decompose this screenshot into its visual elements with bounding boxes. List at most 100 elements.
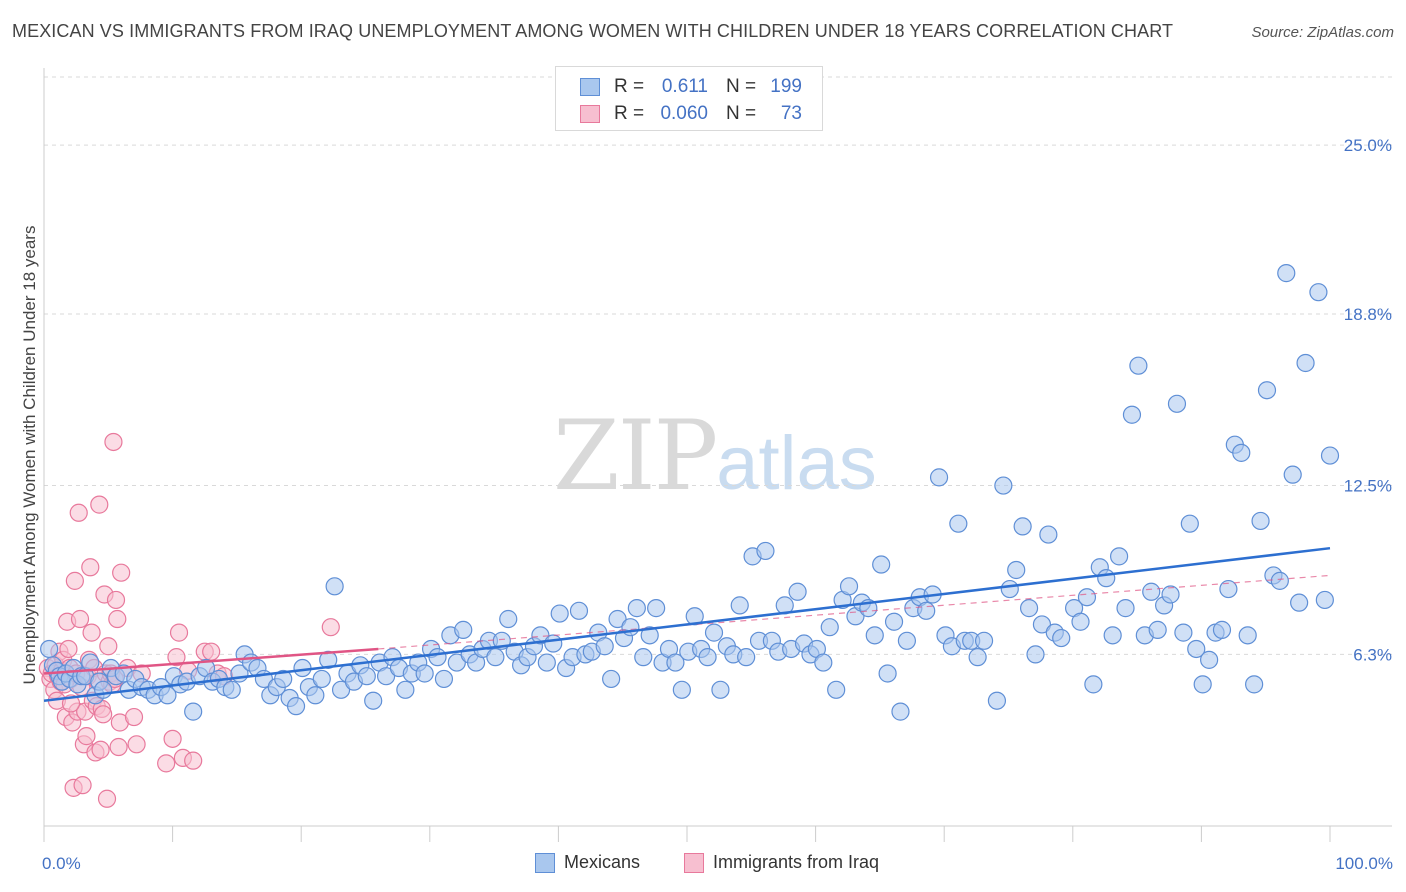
iraq-point [108,609,127,629]
mexicans-point [1257,381,1277,400]
mexicans-label: Mexicans [564,852,641,872]
mexicans-point [1007,560,1026,580]
y-tick-label: 6.3% [1353,645,1392,664]
mexicans-point [1200,650,1219,669]
tick-labels: 6.3% 12.5% 18.8% 25.0% 0.0% 100.0% [42,136,1393,873]
mexicans-points [40,264,1340,721]
mexicans-point [569,601,589,620]
mexicans-point [994,476,1013,495]
mexicans-point [1019,599,1039,618]
legend-r-value: 0.611 [661,76,708,97]
mexicans-point [376,667,396,686]
mexicans-point [647,599,666,618]
mexicans-point [1097,569,1116,588]
mexicans-point [891,702,910,721]
mexicans-point [1142,582,1161,601]
mexicans-point [1052,628,1071,648]
mexicans-point [827,680,846,699]
mexicans-point [1161,585,1180,604]
mexicans-point [929,468,949,487]
iraq-trend-extension [378,574,1331,650]
mexicans-point [666,653,685,672]
mexicans-point [1283,465,1302,484]
iraq-points [38,432,340,808]
y-tick-label: 12.5% [1344,477,1392,496]
mexicans-point [1238,626,1257,645]
mexicans-point [627,599,646,618]
mexicans-trend-line [43,546,1331,702]
iraq-point [202,642,221,661]
mexicans-point [1000,579,1019,599]
mexicans-point [274,669,293,689]
mexicans-point [1180,514,1199,533]
iraq-point [82,623,101,642]
mexicans-point [878,664,897,683]
mexicans-point [1103,626,1122,645]
iraq-point [124,707,144,727]
mexicans-point [286,697,306,716]
mexicans-point [1187,639,1206,659]
mexicans-point [1109,547,1129,566]
mexicans-point [1320,446,1340,465]
legend-r-label: R = [614,76,645,97]
mexicans-point [1270,571,1289,590]
iraq-point [97,789,117,808]
legend-r-label: R = [614,103,645,124]
mexicans-point [1026,645,1045,664]
legend-n-label: N = [726,76,757,97]
mexicans-point [987,691,1007,710]
mexicans-point [1290,593,1309,612]
mexicans-point [1084,675,1103,694]
mexicans-point [949,514,968,533]
iraq-point [90,495,109,514]
mexicans-point [1174,623,1193,642]
series-legend: Mexicans Immigrants from Iraq [0,852,1406,876]
mexicans-point [1296,353,1315,373]
mexicans-point [537,653,556,672]
iraq-point [99,637,118,656]
mexicans-point [1032,615,1052,634]
iraq-point [69,503,88,522]
mexicans-point [396,680,415,699]
mexicans-point [447,653,466,672]
mexicans-point [1212,620,1232,639]
legend-swatch-blue [580,78,600,96]
correlation-legend: R = 0.611 N = 199 R = 0.060 N = 73 [555,66,823,131]
legend-row-iraq: R = 0.060 N = 73 [580,102,802,126]
iraq-point [94,705,113,724]
iraq-point [321,618,340,637]
mexicans-point [1077,588,1097,607]
source-label: Source: ZipAtlas.com [1251,24,1394,41]
mexicans-point [595,637,614,656]
y-tick-label: 18.8% [1344,305,1392,324]
axes [43,68,1392,842]
iraq-point [112,563,131,582]
iraq-point [104,432,123,452]
mexicans-point [730,596,749,615]
mexicans-point [364,691,383,710]
mexicans-point [319,650,338,669]
mexicans-point [788,582,807,601]
gridlines [44,76,1392,655]
iraq-point [167,648,186,667]
iraq-trend-line [43,647,379,675]
mexicans-point [312,669,331,689]
mexicans-point [1167,394,1187,413]
chart-title: MEXICAN VS IMMIGRANTS FROM IRAQ UNEMPLOY… [12,21,1174,41]
legend-n-value: 199 [770,76,802,97]
mexicans-point [608,609,627,629]
mexicans-point [1122,405,1142,424]
mexicans-point [814,653,833,672]
legend-item-mexicans: Mexicans [535,852,640,873]
mexicans-point [1193,675,1212,694]
mexicans-point [222,680,241,699]
mexicans-point [711,680,730,699]
mexicans-point [820,618,839,637]
mexicans-point [94,680,113,699]
trend-lines [43,546,1331,702]
mexicans-point [1148,620,1167,639]
mexicans-point [325,577,344,596]
y-tick-label: 25.0% [1344,136,1392,155]
mexicans-point [968,648,987,667]
mexicans-point [737,648,756,667]
